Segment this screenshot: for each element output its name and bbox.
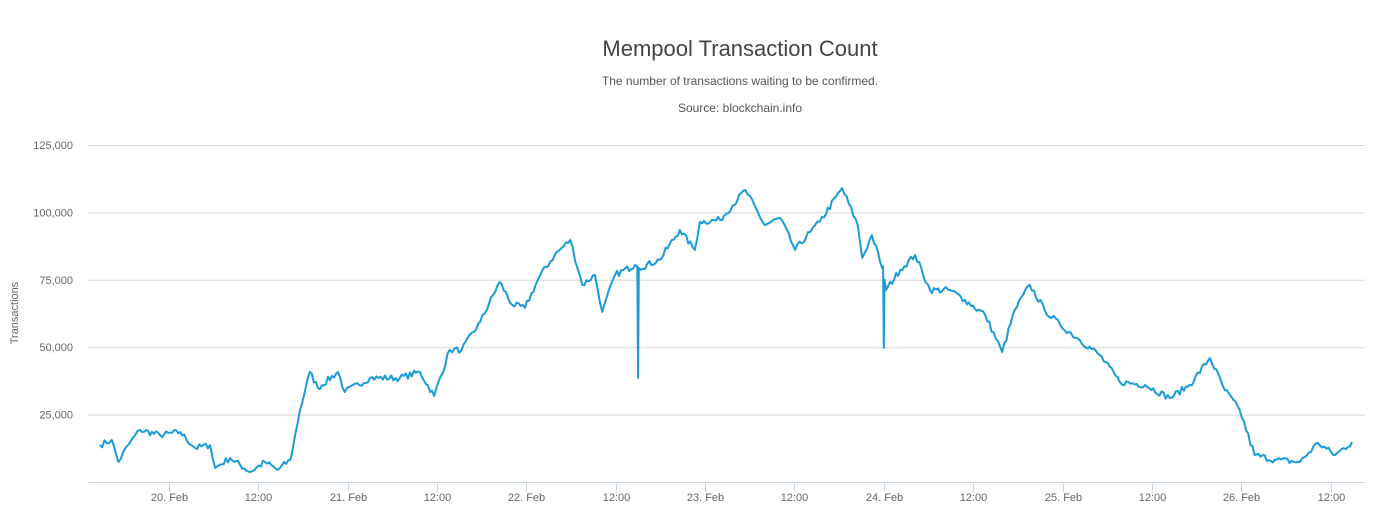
y-tick-label: 50,000	[39, 342, 73, 354]
x-tick-label: 24. Feb	[866, 492, 903, 504]
y-tick-label: 100,000	[33, 207, 73, 219]
y-axis-ticks: 25,000 50,000 75,000 100,000 125,000	[33, 140, 73, 422]
gridlines	[88, 145, 1365, 416]
chart-subtitle: The number of transactions waiting to be…	[602, 74, 878, 88]
x-tick-label: 20. Feb	[151, 492, 188, 504]
y-tick-label: 75,000	[39, 275, 73, 287]
x-tick-label: 25. Feb	[1045, 492, 1082, 504]
chart-title: Mempool Transaction Count	[602, 36, 877, 61]
x-tick-label: 12:00	[960, 492, 988, 504]
y-axis-label: Transactions	[9, 281, 21, 344]
chart-source: Source: blockchain.info	[678, 101, 802, 115]
x-tick-label: 22. Feb	[508, 492, 545, 504]
series-layer	[99, 187, 1353, 473]
x-tick-label: 12:00	[1139, 492, 1167, 504]
y-tick-label: 125,000	[33, 140, 73, 152]
x-tick-label: 21. Feb	[330, 492, 367, 504]
x-tick-label: 12:00	[781, 492, 809, 504]
series-line-transactions	[99, 187, 1353, 473]
y-tick-label: 25,000	[39, 410, 73, 422]
x-axis: 20. Feb 12:00 21. Feb 12:00 22. Feb 12:00 23. …	[88, 482, 1365, 504]
x-tick-label: 23. Feb	[687, 492, 724, 504]
x-tick-label: 26. Feb	[1223, 492, 1260, 504]
x-tick-label: 12:00	[424, 492, 452, 504]
x-tick-label: 12:00	[245, 492, 273, 504]
x-tick-label: 12:00	[1318, 492, 1346, 504]
x-tick-label: 12:00	[603, 492, 631, 504]
